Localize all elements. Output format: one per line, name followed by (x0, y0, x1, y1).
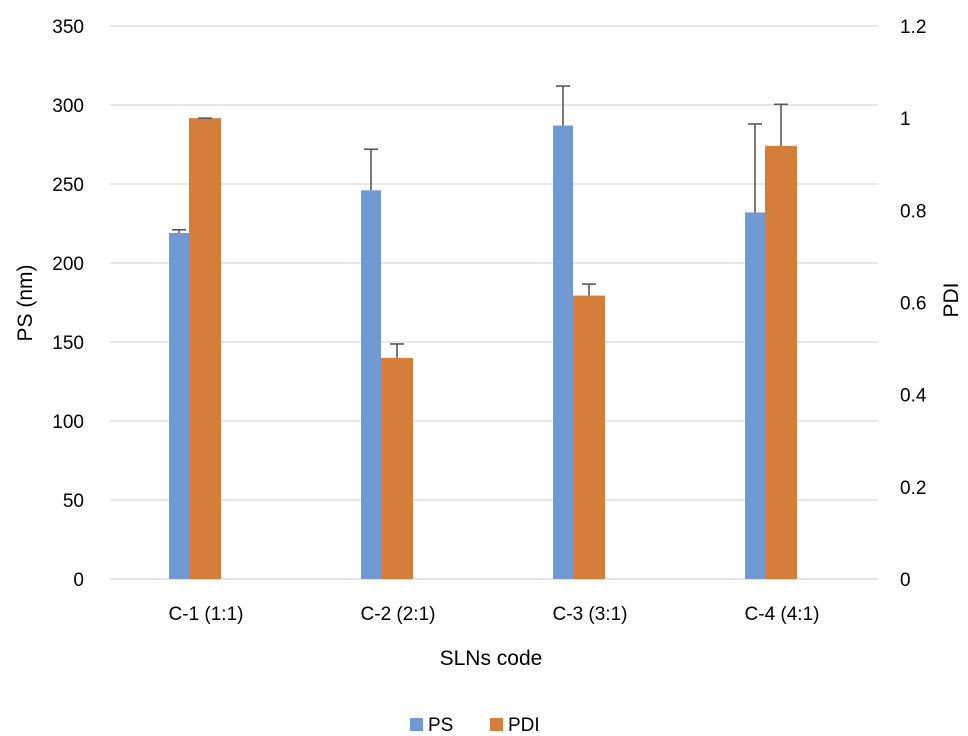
y-left-tick-label: 100 (52, 412, 84, 433)
y-left-tick-label: 0 (73, 570, 84, 591)
y-axis-left-title: PS (nm) (14, 264, 37, 341)
bar-pdi (573, 295, 605, 579)
y-right-tick-label: 0 (900, 570, 911, 591)
bar-pdi (381, 357, 413, 579)
y-axis-left-ticks: 0 50 100 150 200 250 300 350 (52, 17, 84, 591)
bars (169, 118, 797, 580)
bar-pdi (189, 118, 221, 580)
y-right-tick-label: 0.6 (900, 294, 926, 315)
x-tick-label: C-1 (1:1) (169, 604, 244, 625)
x-tick-label: C-2 (2:1) (361, 604, 436, 625)
x-tick-label: C-4 (4:1) (745, 604, 820, 625)
x-axis-ticks: C-1 (1:1) C-2 (2:1) C-3 (3:1) C-4 (4:1) (169, 604, 820, 625)
x-axis-title: SLNs code (440, 647, 543, 670)
x-tick-label: C-3 (3:1) (553, 604, 628, 625)
legend-swatch-ps (410, 718, 423, 731)
y-left-tick-label: 300 (52, 96, 84, 117)
y-left-tick-label: 50 (63, 491, 84, 512)
legend-label-pdi: PDI (508, 715, 540, 736)
error-bars (172, 85, 788, 358)
bar-ps (553, 125, 573, 579)
y-right-tick-label: 1 (900, 109, 911, 130)
y-left-tick-label: 150 (52, 333, 84, 354)
y-left-tick-label: 200 (52, 254, 84, 275)
y-right-tick-label: 0.8 (900, 201, 926, 222)
legend-swatch-pdi (490, 718, 503, 731)
bar-ps (361, 190, 381, 579)
gridlines (110, 25, 878, 580)
bar-ps (169, 232, 189, 580)
y-right-tick-label: 0.4 (900, 386, 927, 407)
legend-label-ps: PS (428, 715, 453, 736)
bar-pdi (765, 145, 797, 580)
y-axis-right-title: PDI (940, 282, 963, 317)
y-right-tick-label: 1.2 (900, 17, 926, 38)
y-left-tick-label: 350 (52, 17, 84, 38)
y-right-tick-label: 0.2 (900, 478, 926, 499)
y-axis-right-ticks: 0 0.2 0.4 0.6 0.8 1 1.2 (900, 17, 927, 591)
y-left-tick-label: 250 (52, 175, 84, 196)
bar-ps (745, 212, 765, 579)
legend: PS PDI (410, 715, 540, 736)
